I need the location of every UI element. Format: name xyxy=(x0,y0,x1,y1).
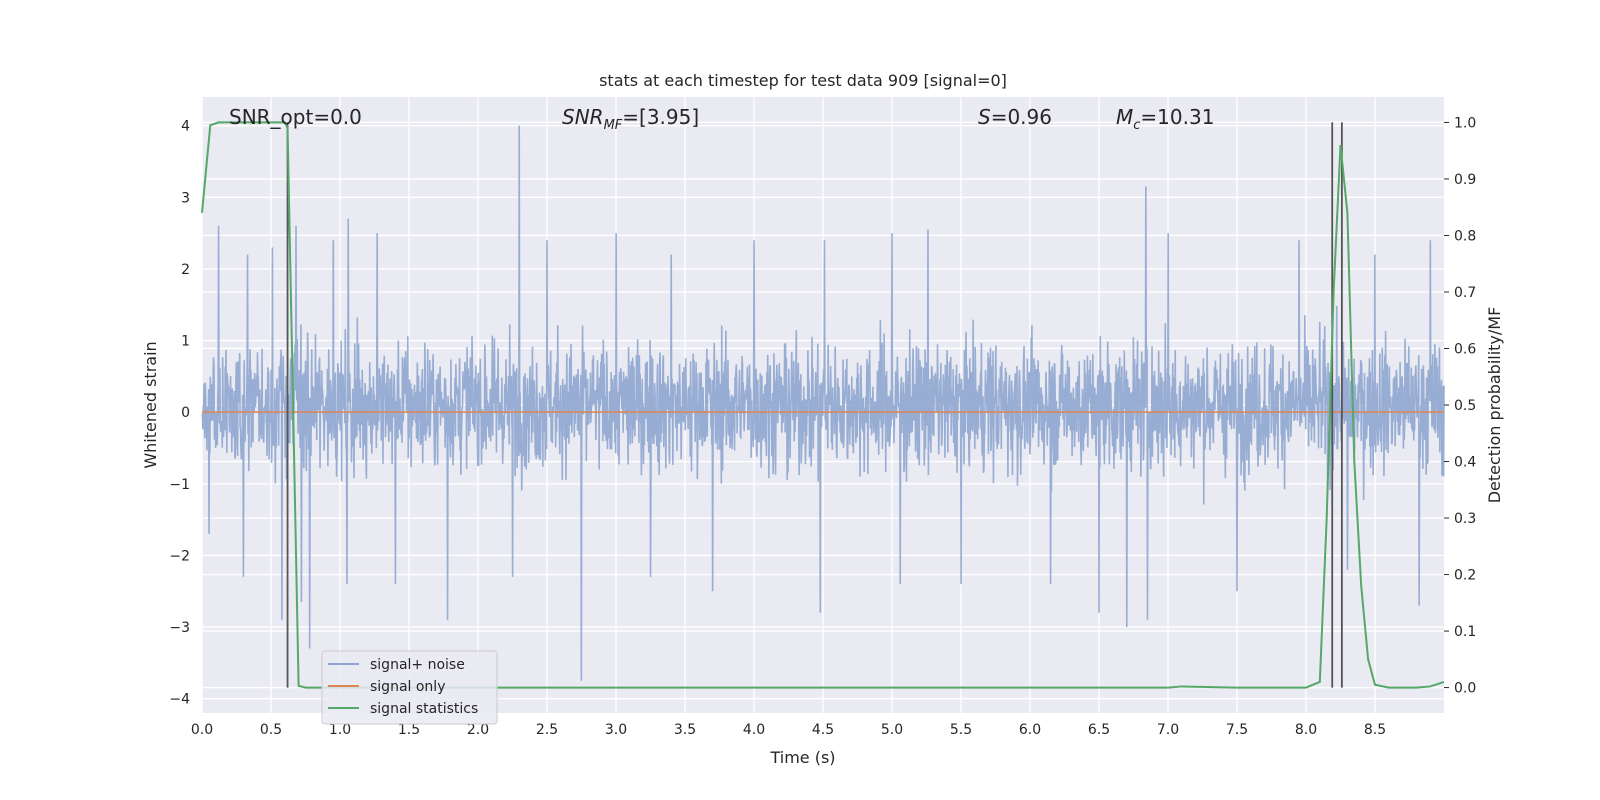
x-tick-label: 7.5 xyxy=(1226,722,1248,738)
x-tick-label: 3.0 xyxy=(605,722,627,738)
series-signal-noise xyxy=(201,125,1445,681)
y-right-tick-label: 0.7 xyxy=(1454,285,1476,301)
annotation-snr-mf-sub: MF xyxy=(604,118,623,133)
y-right-tick-label: 0.8 xyxy=(1454,228,1476,244)
annotation-mc-tail: =10.31 xyxy=(1140,105,1214,129)
x-tick-label: 6.0 xyxy=(1019,722,1041,738)
y-right-tick-label: 0.3 xyxy=(1454,511,1476,527)
x-axis-label: Time (s) xyxy=(769,748,835,767)
annotation-snr-mf: SNRMF=[3.95] xyxy=(562,105,699,133)
annotation-snr-mf-tail: =[3.95] xyxy=(622,105,699,129)
annotation-s-tail: =0.96 xyxy=(991,105,1052,129)
statistics-line xyxy=(201,121,1445,689)
y-right-tick-label: 0.9 xyxy=(1454,172,1476,188)
x-tick-label: 5.5 xyxy=(950,722,972,738)
series-signal-statistics xyxy=(201,121,1445,689)
y-axis-right-ticks: 0.0 0.1 0.2 0.3 0.4 0.5 0.6 0.7 0.8 0.9 1.0 xyxy=(1444,115,1476,697)
annotation-snr-mf-base: SNR xyxy=(562,105,604,129)
x-tick-label: 2.5 xyxy=(536,722,558,738)
y-axis-right-label: Detection probability/MF xyxy=(1485,307,1504,504)
x-tick-label: 0.5 xyxy=(260,722,282,738)
y-right-tick-label: 1.0 xyxy=(1454,115,1476,131)
legend-label-signal-noise: signal+ noise xyxy=(370,657,465,673)
annotation-mc: Mc=10.31 xyxy=(1116,105,1214,133)
y-right-tick-label: 0.2 xyxy=(1454,568,1476,584)
annotation-snr-opt: SNR_opt=0.0 xyxy=(229,105,362,129)
x-tick-label: 5.0 xyxy=(881,722,903,738)
x-tick-label: 8.0 xyxy=(1295,722,1317,738)
y-tick-label: −2 xyxy=(169,548,190,564)
x-tick-label: 8.5 xyxy=(1364,722,1386,738)
legend-label-signal-statistics: signal statistics xyxy=(370,701,478,717)
y-tick-label: 4 xyxy=(181,119,190,135)
x-tick-label: 4.5 xyxy=(812,722,834,738)
y-tick-label: 0 xyxy=(181,405,190,421)
y-tick-label: 2 xyxy=(181,262,190,278)
y-right-tick-label: 0.1 xyxy=(1454,624,1476,640)
x-tick-label: 0.0 xyxy=(191,722,213,738)
annotation-mc-var: M xyxy=(1116,105,1133,129)
y-tick-label: −4 xyxy=(169,692,190,708)
annotation-s-var: S xyxy=(978,105,991,129)
y-tick-label: −1 xyxy=(169,477,190,493)
annotation-mc-sub: c xyxy=(1133,118,1140,133)
y-right-tick-label: 0.0 xyxy=(1454,681,1476,697)
x-tick-label: 3.5 xyxy=(674,722,696,738)
chart-title: stats at each timestep for test data 909… xyxy=(599,71,1007,90)
x-tick-label: 4.0 xyxy=(743,722,765,738)
y-right-tick-label: 0.6 xyxy=(1454,341,1476,357)
y-axis-ticks: −4 −3 −2 −1 0 1 2 3 4 xyxy=(169,119,190,708)
x-tick-label: 1.0 xyxy=(329,722,351,738)
y-axis-label: Whitened strain xyxy=(141,341,160,468)
x-tick-label: 2.0 xyxy=(467,722,489,738)
x-axis-ticks: 0.0 0.5 1.0 1.5 2.0 2.5 3.0 3.5 4.0 4.5 5.0 5.5 6.0 6… xyxy=(191,722,1386,738)
legend-label-signal-only: signal only xyxy=(370,679,445,695)
x-tick-label: 6.5 xyxy=(1088,722,1110,738)
annotation-s: S=0.96 xyxy=(978,105,1052,129)
legend-box xyxy=(321,650,498,725)
noise-trace xyxy=(201,125,1445,681)
y-tick-label: 1 xyxy=(181,334,190,350)
y-right-tick-label: 0.5 xyxy=(1454,398,1476,414)
detection-markers xyxy=(286,122,1343,688)
y-tick-label: 3 xyxy=(181,190,190,206)
y-tick-label: −3 xyxy=(169,620,190,636)
x-tick-label: 1.5 xyxy=(398,722,420,738)
legend: signal+ noise signal only signal statist… xyxy=(321,650,498,725)
x-tick-label: 7.0 xyxy=(1157,722,1179,738)
y-right-tick-label: 0.4 xyxy=(1454,455,1476,471)
